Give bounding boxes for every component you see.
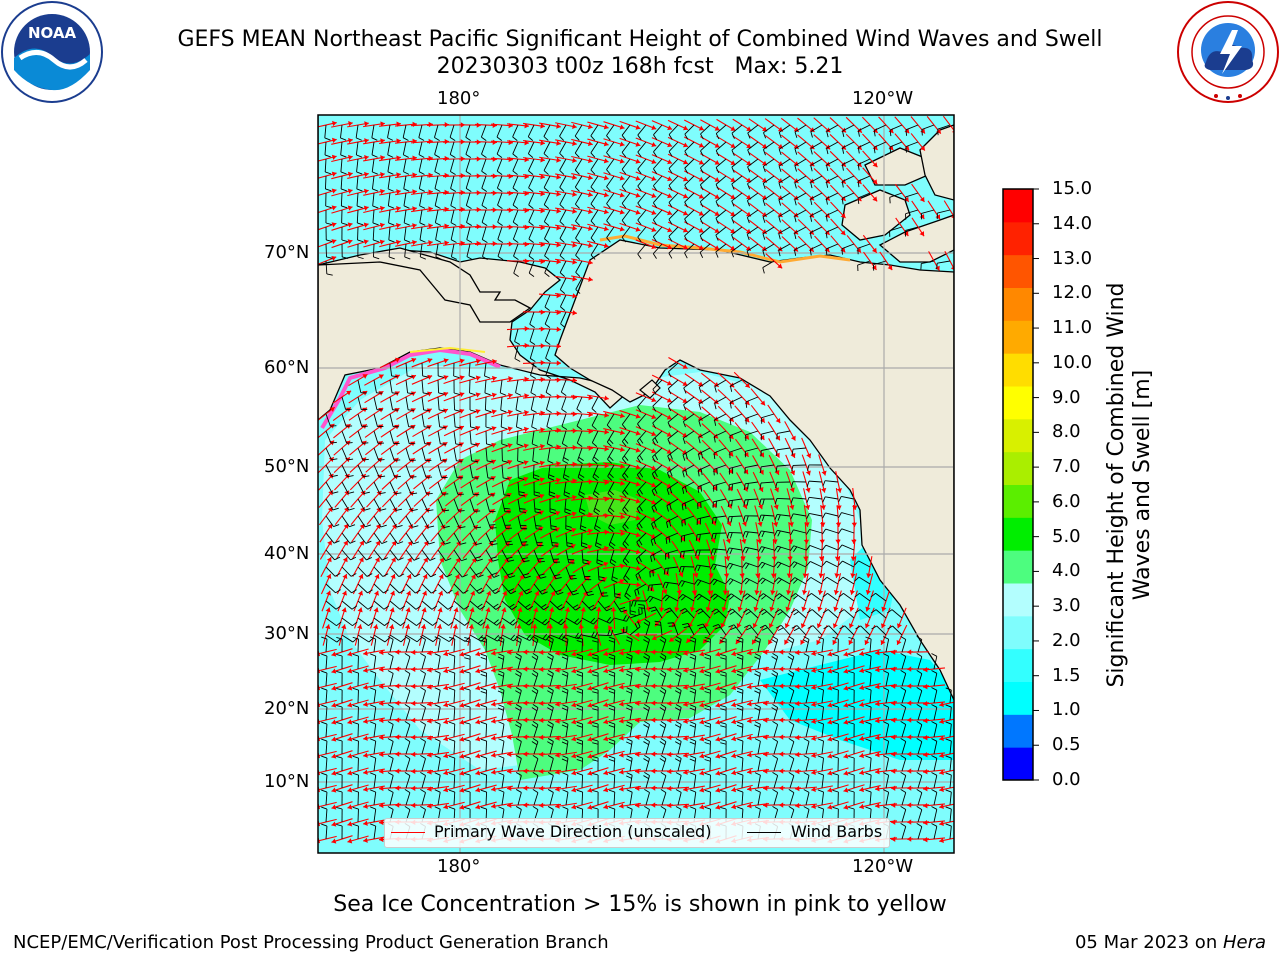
graticule: [318, 115, 954, 853]
land-arctic-island-3: [878, 214, 954, 263]
legend-wind-barbs-label: Wind Barbs: [791, 822, 883, 841]
footer-host: Hera: [1222, 932, 1266, 953]
lat-label-50n: 50°N: [264, 456, 310, 477]
lat-label-70n: 70°N: [264, 242, 310, 263]
legend-wave-direction-label: Primary Wave Direction (unscaled): [434, 822, 712, 841]
colorbar-tick-label: 2.0: [1052, 629, 1081, 651]
sea-ice-edge-orange: [599, 234, 851, 264]
colorbar-segment: [1003, 550, 1033, 584]
colorbar-segment: [1003, 484, 1033, 518]
wave-height-1-1.5m-region: [760, 650, 954, 760]
nws-logo-icon: [1177, 1, 1279, 103]
colorbar-label: Significant Height of Combined Wind Wave…: [1104, 282, 1155, 688]
colorbar-segment: [1003, 189, 1033, 223]
lon-label-bottom-180: 180°: [437, 856, 481, 877]
colorbar-tick-label: 0.0: [1052, 769, 1081, 790]
colorbar-segment: [1003, 681, 1033, 715]
colorbar-segment: [1003, 353, 1033, 387]
map-legend: Primary Wave Direction (unscaled) Wind B…: [384, 818, 890, 848]
legend-wave-direction-swatch: [391, 832, 425, 833]
sea-ice-note: Sea Ice Concentration > 15% is shown in …: [333, 892, 947, 917]
land-kodiak: [639, 379, 661, 399]
colorbar-tick-label: 8.0: [1052, 421, 1081, 443]
colorbar-segment: [1003, 287, 1033, 321]
footer-date: 05 Mar 2023 on Hera: [1075, 932, 1266, 954]
lat-label-40n: 40°N: [264, 543, 310, 564]
colorbar-tick-label: 0.5: [1052, 734, 1081, 756]
colorbar-tick-label: 9.0: [1052, 386, 1081, 408]
colorbar-tick-label: 4.0: [1052, 560, 1081, 582]
colorbar-tick-label: 5.0: [1052, 525, 1081, 547]
footer-credit: NCEP/EMC/Verification Post Processing Pr…: [13, 932, 609, 953]
colorbar-segment: [1003, 747, 1033, 781]
colorbar-tick-label: 14.0: [1052, 212, 1093, 234]
colorbar-segment: [1003, 254, 1033, 288]
plot-subtitle: 20230303 t00z 168h fcst Max: 5.21: [436, 54, 844, 79]
colorbar-segment: [1003, 583, 1033, 617]
legend-wind-barbs-swatch: [747, 832, 781, 833]
colorbar-tick-label: 1.5: [1052, 664, 1081, 686]
colorbar-segment: [1003, 386, 1033, 420]
lat-label-60n: 60°N: [264, 357, 310, 378]
colorbar-tick-label: 6.0: [1052, 490, 1081, 512]
colorbar-segment: [1003, 615, 1033, 650]
colorbar-tick-label: 15.0: [1052, 178, 1093, 199]
lat-label-20n: 20°N: [264, 698, 310, 719]
colorbar-tick-label: 12.0: [1052, 282, 1093, 304]
lat-label-10n: 10°N: [264, 771, 310, 792]
lon-label-bottom-120w: 120°W: [852, 856, 914, 877]
colorbar: [1002, 188, 1039, 781]
lon-label-top-120w: 120°W: [852, 88, 914, 109]
footer-date-text: 05 Mar 2023 on: [1074, 932, 1223, 953]
plot-title: GEFS MEAN Northeast Pacific Significant …: [177, 27, 1103, 52]
colorbar-tick-label: 10.0: [1052, 351, 1093, 373]
colorbar-tick-label: 11.0: [1052, 317, 1093, 339]
colorbar-segment: [1003, 221, 1033, 256]
colorbar-segment: [1003, 714, 1033, 748]
sea-ice-edge-yellow: [409, 346, 486, 353]
lat-label-30n: 30°N: [264, 623, 310, 644]
colorbar-tick-label: 13.0: [1052, 247, 1093, 269]
colorbar-segment: [1003, 648, 1033, 682]
colorbar-tick-label: 7.0: [1052, 456, 1081, 478]
colorbar-tick-label: 3.0: [1052, 595, 1081, 617]
colorbar-segment: [1003, 320, 1033, 354]
colorbar-segment: [1003, 418, 1033, 453]
colorbar-tick-label: 1.0: [1052, 699, 1081, 721]
colorbar-segment: [1003, 451, 1033, 485]
lon-label-top-180: 180°: [437, 88, 481, 109]
colorbar-segment: [1003, 517, 1033, 551]
noaa-logo-text: NOAA: [28, 24, 77, 42]
noaa-logo-icon: NOAA: [1, 1, 103, 103]
land-chukotka-arctic-coast: [318, 247, 532, 323]
